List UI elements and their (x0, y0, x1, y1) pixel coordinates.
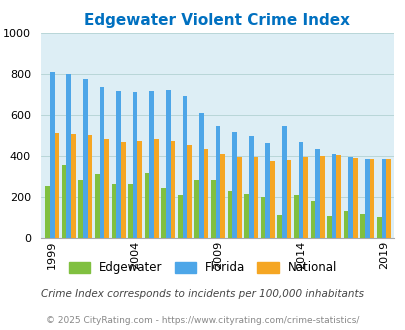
Bar (132, 92, 137, 238)
Title: Edgewater Violent Crime Index: Edgewater Violent Crime Index (84, 13, 350, 28)
Bar (170, 142, 175, 238)
Bar (215, 126, 220, 238)
Bar (128, 184, 132, 238)
Legend: Edgewater, Florida, National: Edgewater, Florida, National (64, 257, 341, 279)
Bar (161, 188, 166, 238)
Bar (62, 165, 66, 238)
Bar (331, 154, 336, 238)
Bar (269, 161, 274, 238)
Bar (78, 180, 83, 238)
Bar (121, 143, 125, 238)
Bar (237, 157, 241, 238)
Bar (347, 157, 352, 238)
Bar (145, 173, 149, 238)
Bar (343, 211, 347, 238)
Bar (369, 159, 373, 238)
Bar (166, 90, 170, 238)
Bar (220, 154, 224, 238)
Bar (232, 132, 237, 238)
Bar (104, 139, 109, 238)
Bar (198, 113, 203, 238)
Bar (277, 215, 281, 238)
Bar (83, 79, 87, 238)
Bar (54, 133, 59, 238)
Bar (227, 190, 232, 238)
Bar (336, 155, 340, 238)
Bar (99, 87, 104, 238)
Bar (314, 148, 319, 238)
Bar (364, 159, 369, 238)
Bar (253, 157, 258, 238)
Bar (71, 134, 76, 238)
Bar (319, 156, 324, 238)
Bar (385, 159, 390, 238)
Bar (182, 96, 187, 238)
Bar (248, 136, 253, 238)
Bar (359, 214, 364, 238)
Bar (66, 74, 71, 238)
Bar (265, 144, 269, 238)
Bar (352, 158, 357, 238)
Bar (153, 139, 158, 238)
Bar (203, 148, 208, 238)
Bar (293, 195, 298, 238)
Bar (116, 91, 121, 238)
Bar (187, 145, 192, 238)
Bar (111, 184, 116, 238)
Bar (281, 126, 286, 238)
Bar (95, 174, 99, 238)
Bar (326, 216, 331, 238)
Bar (87, 135, 92, 238)
Bar (381, 159, 385, 238)
Bar (149, 91, 153, 238)
Bar (244, 194, 248, 238)
Bar (298, 143, 303, 238)
Bar (194, 180, 198, 238)
Bar (45, 186, 50, 238)
Text: Crime Index corresponds to incidents per 100,000 inhabitants: Crime Index corresponds to incidents per… (41, 289, 364, 299)
Bar (303, 157, 307, 238)
Text: © 2025 CityRating.com - https://www.cityrating.com/crime-statistics/: © 2025 CityRating.com - https://www.city… (46, 316, 359, 325)
Bar (376, 217, 381, 238)
Bar (211, 180, 215, 238)
Bar (137, 142, 142, 238)
Bar (286, 160, 291, 238)
Bar (310, 201, 314, 238)
Bar (177, 195, 182, 238)
Bar (260, 197, 265, 238)
Bar (50, 72, 54, 238)
